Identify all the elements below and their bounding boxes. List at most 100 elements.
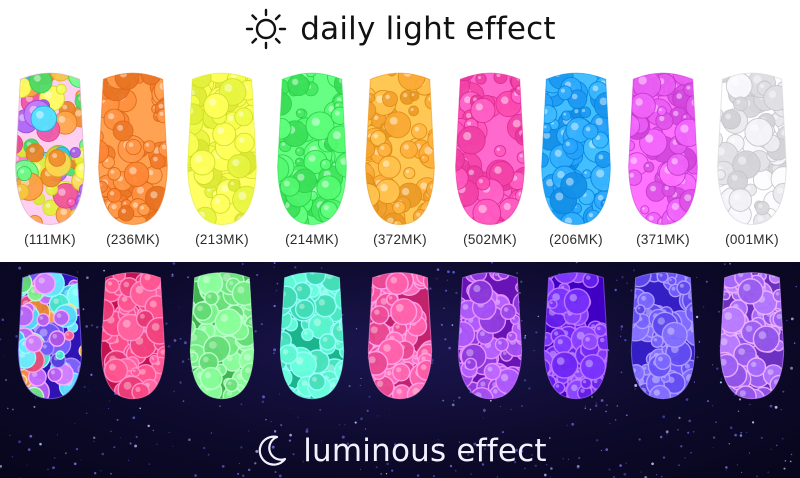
glitter-speck	[356, 328, 358, 330]
rhinestone-highlight	[135, 285, 144, 294]
rhinestone-highlight	[396, 388, 402, 395]
glitter-speck	[442, 399, 445, 402]
rhinestone	[338, 314, 344, 333]
rhinestone	[650, 334, 664, 348]
nail-tip-outline	[541, 72, 611, 225]
rhinestone-highlight	[162, 283, 165, 288]
glitter-speck	[39, 442, 42, 446]
glitter-speck	[167, 344, 171, 348]
rhinestone-highlight	[80, 281, 82, 286]
rhinestone-highlight	[158, 103, 164, 109]
rhinestone-highlight	[641, 295, 646, 301]
rhinestone-highlight	[365, 105, 367, 111]
rhinestone-highlight	[593, 379, 598, 384]
rhinestone-highlight	[140, 205, 144, 210]
rhinestone	[190, 351, 199, 363]
glitter-speck	[110, 472, 112, 475]
rhinestone	[562, 138, 579, 155]
glitter-speck	[57, 434, 58, 436]
rhinestone-highlight	[58, 115, 66, 123]
rhinestone-highlight	[759, 83, 765, 89]
rhinestone-highlight	[318, 299, 326, 306]
glitter-speck	[26, 464, 28, 466]
rhinestone-highlight	[388, 296, 393, 300]
rhinestone-highlight	[395, 303, 404, 312]
rhinestone-highlight	[237, 286, 245, 294]
glitter-speck	[360, 377, 362, 380]
rhinestone-highlight	[144, 274, 151, 281]
glitter-speck	[254, 462, 257, 465]
rhinestone	[511, 317, 522, 344]
glitter-speck	[440, 323, 444, 327]
rhinestone	[685, 301, 695, 323]
glitter-speck	[524, 335, 527, 337]
glitter-speck	[550, 467, 553, 470]
rhinestone-highlight	[487, 366, 493, 372]
rhinestone-highlight	[552, 293, 560, 301]
rhinestone-highlight	[659, 273, 663, 277]
rhinestone	[381, 212, 407, 225]
glitter-speck	[620, 371, 623, 374]
rhinestone-highlight	[94, 145, 97, 152]
glitter-speck	[181, 360, 185, 363]
rhinestone-highlight	[753, 75, 762, 84]
rhinestone-highlight	[190, 351, 191, 358]
daylight-sample-7	[541, 72, 611, 225]
rhinestone	[458, 321, 476, 348]
glitter-speck	[394, 443, 397, 447]
rhinestone	[156, 391, 165, 399]
rhinestone	[18, 274, 22, 285]
rhinestone	[98, 139, 110, 164]
rhinestone-highlight	[361, 144, 365, 150]
rhinestone	[685, 92, 698, 121]
glitter-speck	[187, 276, 190, 279]
rhinestone	[190, 376, 194, 386]
rhinestone	[631, 282, 637, 298]
rhinestone	[579, 106, 592, 119]
rhinestone-highlight	[151, 357, 155, 360]
rhinestone-highlight	[423, 385, 430, 393]
rhinestone	[631, 376, 641, 393]
rhinestone-highlight	[653, 389, 660, 396]
rhinestone-highlight	[118, 70, 122, 72]
glitter-speck	[606, 404, 608, 406]
rhinestone-highlight	[186, 303, 188, 307]
rhinestone-highlight	[73, 73, 80, 77]
rhinestone-highlight	[97, 313, 98, 320]
rhinestone-highlight	[631, 311, 632, 317]
rhinestone-highlight	[57, 352, 61, 356]
rhinestone-highlight	[159, 213, 164, 217]
glitter-speck	[76, 271, 79, 273]
rhinestone-highlight	[336, 103, 339, 107]
rhinestone	[277, 117, 292, 140]
rhinestone-highlight	[276, 389, 278, 395]
glitter-speck	[515, 448, 519, 452]
sample-code-label: (214MK)	[285, 232, 339, 247]
glitter-speck	[621, 276, 624, 279]
rhinestone-highlight	[671, 286, 676, 291]
rhinestone-highlight	[308, 154, 316, 162]
glitter-speck	[633, 269, 635, 272]
glitter-speck	[178, 307, 180, 309]
glitter-speck	[360, 417, 363, 421]
rhinestone	[280, 275, 284, 291]
rhinestone-highlight	[776, 313, 782, 320]
rhinestone-highlight	[18, 281, 20, 288]
glitter-speck	[467, 453, 470, 456]
rhinestone-highlight	[571, 384, 578, 392]
rhinestone-highlight	[121, 296, 128, 302]
daylight-sample-1	[15, 72, 85, 225]
glitter-speck	[280, 423, 283, 427]
rhinestone-highlight	[468, 270, 471, 271]
rhinestone-highlight	[344, 92, 347, 98]
rhinestone-highlight	[18, 276, 22, 283]
glitter-speck	[83, 385, 86, 388]
rhinestone-highlight	[301, 380, 308, 387]
rhinestone-highlight	[254, 210, 257, 218]
glitter-speck	[194, 474, 197, 477]
rhinestone	[55, 350, 65, 360]
glitter-speck	[625, 414, 628, 417]
rhinestone	[156, 210, 168, 224]
rhinestone-highlight	[410, 108, 414, 111]
rhinestone	[385, 272, 409, 296]
